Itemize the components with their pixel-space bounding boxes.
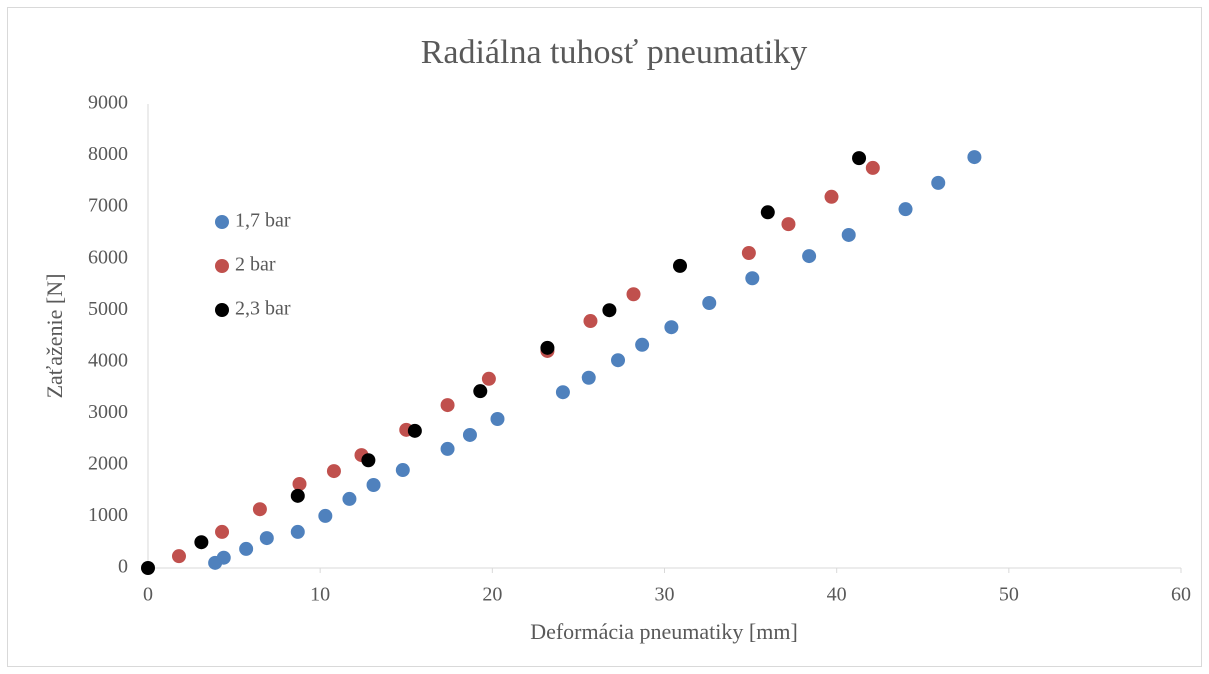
- point: [462, 427, 477, 442]
- point: [702, 296, 717, 311]
- point: [252, 502, 267, 517]
- point: [259, 531, 274, 546]
- y-tick-label: 9000: [88, 92, 128, 114]
- point: [215, 524, 230, 539]
- x-tick-label: 20: [482, 584, 502, 606]
- point: [440, 441, 455, 456]
- point: [898, 202, 913, 217]
- point: [741, 245, 756, 260]
- point: [760, 205, 775, 220]
- y-tick-label: 2000: [88, 452, 128, 474]
- point: [440, 398, 455, 413]
- point: [490, 412, 505, 427]
- point: [481, 371, 496, 386]
- point: [581, 370, 596, 385]
- point: [361, 453, 376, 468]
- point: [824, 189, 839, 204]
- point: [216, 550, 231, 565]
- point: [555, 385, 570, 400]
- y-tick-label: 8000: [88, 143, 128, 165]
- point: [407, 423, 422, 438]
- point: [781, 217, 796, 232]
- point: [611, 353, 626, 368]
- x-tick-label: 10: [310, 584, 330, 606]
- point: [366, 477, 381, 492]
- point: [318, 508, 333, 523]
- point: [194, 535, 209, 550]
- point: [171, 549, 186, 564]
- point: [239, 541, 254, 556]
- point: [841, 227, 856, 242]
- point: [473, 384, 488, 399]
- point: [802, 249, 817, 264]
- legend-label: 1,7 bar: [235, 210, 291, 232]
- legend-marker: [215, 259, 229, 273]
- point: [626, 287, 641, 302]
- y-tick-label: 3000: [88, 401, 128, 423]
- y-tick-label: 7000: [88, 195, 128, 217]
- point: [931, 175, 946, 190]
- point: [326, 464, 341, 479]
- point: [602, 303, 617, 318]
- legend-label: 2,3 bar: [235, 298, 291, 320]
- point: [745, 271, 760, 286]
- chart-title: Radiálna tuhosť pneumatiky: [421, 34, 808, 71]
- y-tick-label: 4000: [88, 349, 128, 371]
- y-tick-label: 1000: [88, 504, 128, 526]
- point: [635, 337, 650, 352]
- point: [540, 340, 555, 355]
- x-tick-label: 50: [999, 584, 1019, 606]
- point: [292, 476, 307, 491]
- y-axis-title: Zaťaženie [N]: [42, 274, 67, 399]
- point: [583, 314, 598, 329]
- x-tick-label: 60: [1171, 584, 1191, 606]
- legend-marker: [215, 215, 229, 229]
- y-tick-label: 0: [118, 556, 128, 578]
- legend-label: 2 bar: [235, 254, 276, 276]
- x-tick-label: 40: [827, 584, 847, 606]
- point: [290, 488, 305, 503]
- point: [852, 151, 867, 166]
- y-tick-label: 5000: [88, 298, 128, 320]
- x-tick-label: 30: [655, 584, 675, 606]
- y-tick-label: 6000: [88, 246, 128, 268]
- point: [865, 160, 880, 175]
- point: [342, 491, 357, 506]
- point: [672, 258, 687, 273]
- chart-frame: [7, 7, 1202, 667]
- legend-marker: [215, 303, 229, 317]
- point: [967, 150, 982, 165]
- point: [141, 561, 155, 575]
- x-tick-label: 0: [143, 584, 153, 606]
- point: [395, 463, 410, 478]
- x-axis-title: Deformácia pneumatiky [mm]: [530, 619, 798, 644]
- point: [290, 524, 305, 539]
- point: [664, 320, 679, 335]
